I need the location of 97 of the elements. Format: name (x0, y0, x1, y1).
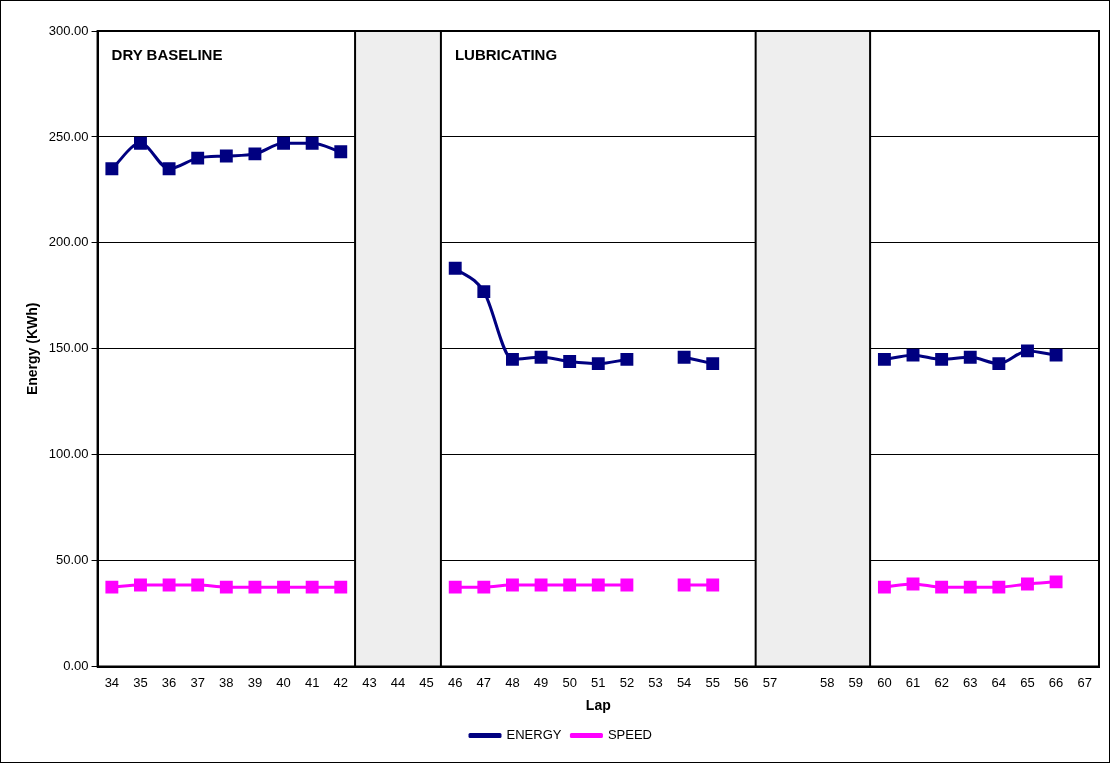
point (620, 352, 634, 366)
point (248, 580, 262, 594)
point (191, 578, 205, 592)
point (219, 580, 233, 594)
point (1049, 348, 1063, 362)
point (992, 357, 1006, 371)
point (505, 352, 519, 366)
y-tick-label: 300.00 (48, 22, 89, 38)
point (277, 580, 290, 594)
point (134, 578, 147, 592)
x-axis-title: Lap (585, 697, 611, 714)
x-tick-label: 50 (562, 674, 577, 690)
point (706, 578, 720, 592)
point (963, 350, 977, 364)
x-tick-label: 61 (905, 674, 921, 690)
point (620, 578, 634, 592)
point (305, 136, 319, 150)
x-tick-label: 58 (819, 674, 835, 690)
point (219, 149, 233, 163)
y-axis-title: Energy (KWh) (24, 302, 41, 396)
x-tick-label: 52 (619, 674, 635, 690)
y-tick-label: 200.00 (48, 234, 89, 250)
x-tick-label: 59 (848, 674, 864, 690)
y-tick-label: 100.00 (48, 446, 89, 462)
point (677, 350, 691, 364)
point (906, 577, 920, 591)
x-tick-label: 65 (1020, 674, 1035, 690)
point (591, 578, 605, 592)
x-tick-label: 43 (362, 674, 377, 690)
x-tick-label: 42 (333, 674, 348, 690)
point (563, 578, 577, 592)
point (935, 352, 949, 366)
annotation: DRY BASELINE (111, 46, 223, 64)
point (706, 357, 720, 371)
point (477, 285, 491, 299)
point (1021, 344, 1034, 358)
point (906, 348, 920, 362)
point (505, 578, 519, 592)
x-tick-label: 57 (762, 674, 778, 690)
point (334, 145, 348, 159)
x-tick-label: 35 (133, 674, 148, 690)
point (277, 136, 290, 150)
x-tick-label: 56 (734, 674, 749, 690)
x-tick-label: 51 (591, 674, 606, 690)
y-tick-label: 0.00 (63, 658, 89, 674)
point (305, 580, 319, 594)
x-tick-label: 60 (877, 674, 892, 690)
x-tick-label: 36 (161, 674, 177, 690)
point (992, 580, 1006, 594)
x-tick-label: 49 (533, 674, 549, 690)
point (134, 136, 147, 150)
point (935, 580, 949, 594)
x-tick-label: 47 (476, 674, 492, 690)
legend-label: SPEED (607, 727, 652, 743)
x-tick-label: 64 (991, 674, 1007, 690)
point (534, 350, 548, 364)
x-tick-label: 34 (104, 674, 120, 690)
point (963, 580, 977, 594)
point (334, 580, 348, 594)
point (448, 261, 462, 275)
point (534, 578, 548, 592)
point (162, 578, 176, 592)
point (477, 580, 491, 594)
y-tick-label: 250.00 (48, 128, 89, 144)
point (105, 580, 119, 594)
x-tick-label: 62 (934, 674, 949, 690)
point (877, 580, 891, 594)
point (248, 147, 262, 161)
x-tick-label: 54 (676, 674, 692, 690)
annotation: LUBRICATING (454, 46, 558, 64)
x-tick-label: 39 (247, 674, 263, 690)
x-tick-label: 38 (219, 674, 234, 690)
x-tick-label: 67 (1077, 674, 1092, 690)
x-tick-label: 45 (419, 674, 434, 690)
y-tick-label: 50.00 (56, 552, 89, 568)
x-tick-label: 48 (505, 674, 520, 690)
point (162, 162, 176, 176)
point (877, 352, 891, 366)
point (563, 355, 577, 368)
point (677, 578, 691, 592)
x-tick-label: 66 (1048, 674, 1064, 690)
x-tick-label: 55 (705, 674, 720, 690)
x-tick-label: 37 (190, 674, 205, 690)
point (1021, 577, 1034, 591)
x-tick-label: 53 (648, 674, 663, 690)
point (105, 162, 119, 176)
point (448, 580, 462, 594)
x-tick-label: 44 (390, 674, 406, 690)
y-tick-label: 150.00 (48, 340, 89, 356)
x-tick-label: 41 (304, 674, 320, 690)
point (1049, 575, 1063, 589)
x-tick-label: 46 (447, 674, 463, 690)
x-tick-label: 63 (963, 674, 978, 690)
point (191, 151, 205, 165)
legend-label: ENERGY (506, 727, 562, 743)
x-tick-label: 40 (276, 674, 291, 690)
point (591, 357, 605, 371)
